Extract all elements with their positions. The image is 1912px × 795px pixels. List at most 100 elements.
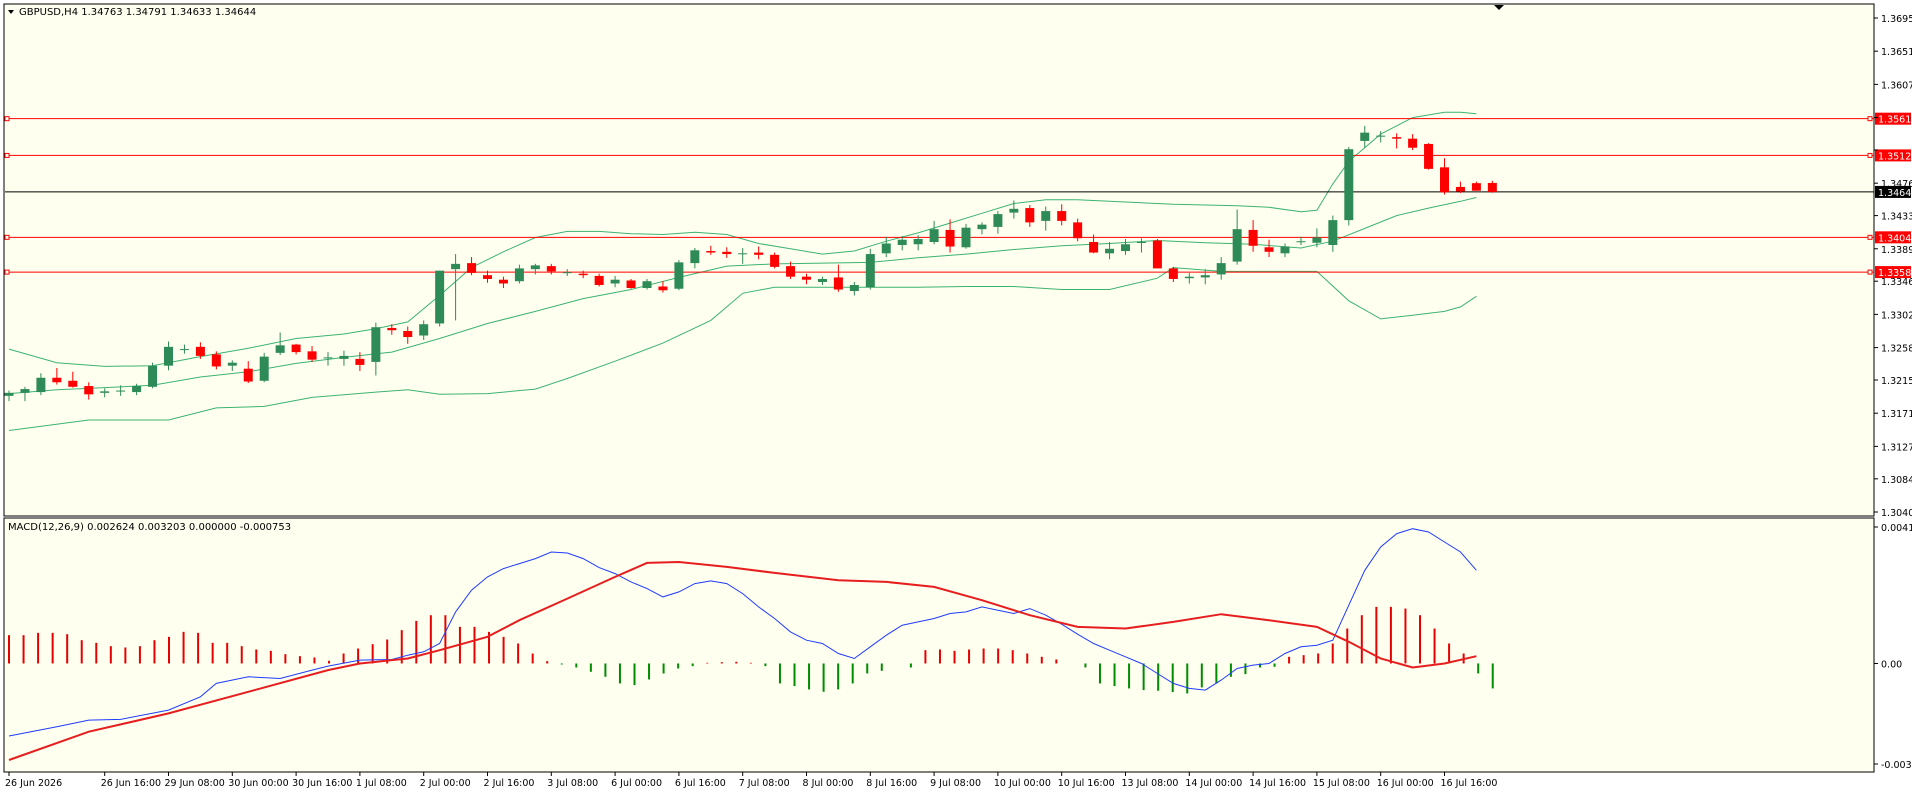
candle [419, 320, 429, 341]
price-tick-label: 1.33890 [1881, 245, 1912, 256]
candle-body [68, 380, 78, 387]
candle-body [706, 251, 716, 253]
candle [514, 264, 524, 284]
line-anchor-right [1867, 234, 1873, 240]
macd-lines [8, 528, 1477, 761]
candle-body [451, 263, 461, 270]
time-tick-label: 6 Jul 00:00 [611, 778, 662, 789]
candle [865, 248, 875, 290]
candle [833, 264, 843, 292]
horizontal-line: 1.35615 [4, 112, 1912, 126]
macd-pane[interactable]: 0.004105 0.00 -0.00302 MACD(12,26,9) 0.002… [3, 517, 1912, 773]
time-tick-label: 16 Jul 00:00 [1377, 778, 1434, 789]
candle-body [1136, 241, 1146, 243]
candle [451, 254, 461, 321]
candle-body [1376, 135, 1386, 137]
price-tick-label: 1.31270 [1881, 442, 1912, 453]
candle-body [467, 263, 477, 273]
candle [1216, 257, 1226, 280]
candle [20, 386, 30, 402]
candle [770, 252, 780, 269]
price-tick-label: 1.32150 [1881, 376, 1912, 387]
candle-body [722, 251, 732, 255]
time-tick-label: 30 Jun 16:00 [292, 778, 352, 789]
candle [642, 278, 652, 290]
candle-body [148, 365, 158, 387]
candle-body [403, 330, 413, 338]
candle [1280, 243, 1290, 258]
candle [754, 246, 764, 260]
price-tick-label: 1.36070 [1881, 80, 1912, 91]
price-tick-label: 1.30400 [1881, 508, 1912, 519]
candle-body [1200, 275, 1210, 278]
candle-body [20, 389, 30, 393]
candle-body [1216, 263, 1226, 275]
symbol-header: GBPUSD,H4 1.34763 1.34791 1.34633 1.3464… [8, 7, 256, 18]
horizontal-line: 1.35128 [4, 149, 1912, 162]
price-label-text: 1.34042 [1878, 233, 1912, 244]
line-anchor-left [4, 234, 10, 240]
price-tick-label: 1.31710 [1881, 409, 1912, 420]
candle [1200, 269, 1210, 285]
candle-body [195, 346, 205, 356]
price-axis: 1.36950 1.36510 1.36070 1.34760 1.34330 1.338… [1874, 14, 1912, 519]
candle [706, 245, 716, 255]
macd-axis: 0.004105 0.00 -0.00302 [1874, 523, 1912, 771]
candle [467, 257, 477, 276]
candle [1041, 206, 1051, 231]
candle-body [578, 273, 588, 276]
candle-body [626, 280, 636, 289]
candle-body [1392, 137, 1402, 139]
candle [498, 276, 508, 289]
candle-body [243, 368, 253, 382]
macd-pane-bg [3, 517, 1875, 773]
candle-body [1264, 247, 1274, 252]
candle [355, 352, 365, 371]
candle-body [1471, 183, 1481, 191]
line-anchor-left [4, 269, 10, 275]
candle-body [1025, 208, 1035, 223]
candle [786, 261, 796, 279]
candle-body [833, 277, 843, 290]
candle-body [1232, 229, 1242, 262]
candle [483, 270, 492, 283]
price-pane-bg [3, 3, 1875, 517]
candle [403, 326, 413, 344]
time-tick-label: 26 Jun 16:00 [101, 778, 161, 789]
candle [227, 360, 237, 371]
candle [802, 273, 811, 285]
candle-body [802, 276, 811, 280]
shift-marker-icon[interactable] [1494, 5, 1504, 10]
candle [1248, 220, 1258, 252]
price-tick-label: 1.33460 [1881, 277, 1912, 288]
time-tick-label: 1 Jul 08:00 [356, 778, 407, 789]
time-tick-label: 2 Jul 16:00 [484, 778, 535, 789]
candle [1344, 146, 1354, 226]
time-tick-label: 14 Jul 16:00 [1249, 778, 1306, 789]
time-tick-label: 26 Jun 2026 [5, 778, 62, 789]
time-tick-label: 10 Jul 00:00 [994, 778, 1051, 789]
candle-body [546, 266, 556, 272]
candle [1105, 241, 1115, 260]
time-tick-label: 10 Jul 16:00 [1058, 778, 1115, 789]
candle-body [865, 254, 875, 288]
candle-body [674, 262, 684, 289]
candle [530, 263, 540, 275]
candle [4, 390, 14, 402]
candle [578, 270, 588, 279]
candle [164, 341, 173, 371]
dropdown-triangle-icon[interactable] [8, 10, 14, 14]
candle-body [1105, 248, 1115, 254]
price-tick-label: 1.34760 [1881, 179, 1912, 190]
candle [945, 219, 955, 253]
candle-body [610, 279, 620, 284]
price-label-box [1875, 231, 1911, 244]
candle-body [1440, 167, 1449, 193]
candle [1328, 215, 1338, 252]
price-label-box [1875, 112, 1911, 125]
price-tick-label: 1.36510 [1881, 47, 1912, 58]
macd-main-line [8, 528, 1477, 737]
